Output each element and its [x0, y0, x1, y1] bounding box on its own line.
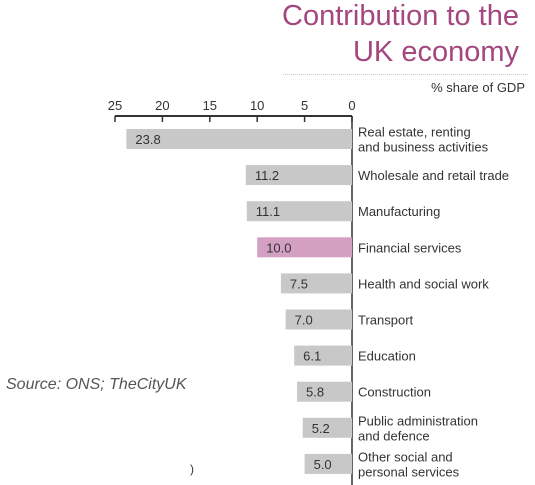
bar — [285, 309, 352, 330]
bar-value-label: 23.8 — [135, 132, 160, 147]
bar — [304, 453, 352, 474]
category-label: Wholesale and retail trade — [358, 168, 509, 183]
bar — [294, 345, 352, 366]
x-tick-label: 5 — [301, 98, 308, 113]
chart-title-line-2: UK economy — [352, 36, 519, 68]
bar — [126, 129, 352, 149]
bar-value-label: 5.0 — [314, 457, 332, 472]
bar-value-label: 7.5 — [290, 276, 308, 291]
bar-value-label: 11.1 — [256, 204, 280, 219]
category-label: Education — [358, 349, 416, 364]
category-label: Manufacturing — [358, 204, 440, 219]
bar — [246, 201, 352, 222]
bar — [245, 165, 352, 186]
category-label: Financial services — [358, 240, 462, 255]
x-tick-label: 10 — [250, 98, 264, 113]
x-tick-label: 25 — [108, 98, 122, 113]
category-label: Transport — [358, 313, 414, 328]
bar-value-label: 6.1 — [303, 349, 321, 364]
x-tick-label: 20 — [155, 98, 169, 113]
category-label: Construction — [358, 385, 431, 400]
bar — [302, 417, 352, 438]
bar-value-label: 10.0 — [266, 240, 291, 255]
unit-label: % share of GDP — [431, 80, 525, 95]
category-label: Real estate, renting and business activit… — [358, 125, 489, 155]
bar-value-label: 11.2 — [255, 168, 279, 183]
bar — [297, 381, 352, 402]
x-tick-label: 15 — [203, 98, 217, 113]
category-label: Other social and personal services — [358, 449, 460, 479]
bar-value-label: 5.8 — [306, 385, 324, 400]
bar — [280, 273, 352, 294]
x-tick-label: 0 — [348, 98, 355, 113]
chart-title-line-1: Contribution to the — [282, 0, 519, 32]
source-note: Source: ONS; TheCityUK — [6, 376, 187, 393]
bar — [257, 237, 352, 258]
title-divider — [283, 74, 528, 75]
category-label: Public administration and defence — [358, 413, 478, 443]
category-label: Health and social work — [358, 276, 489, 291]
bar-value-label: 7.0 — [295, 313, 313, 328]
bar-value-label: 5.2 — [312, 421, 330, 436]
stray-character: ) — [190, 462, 194, 476]
